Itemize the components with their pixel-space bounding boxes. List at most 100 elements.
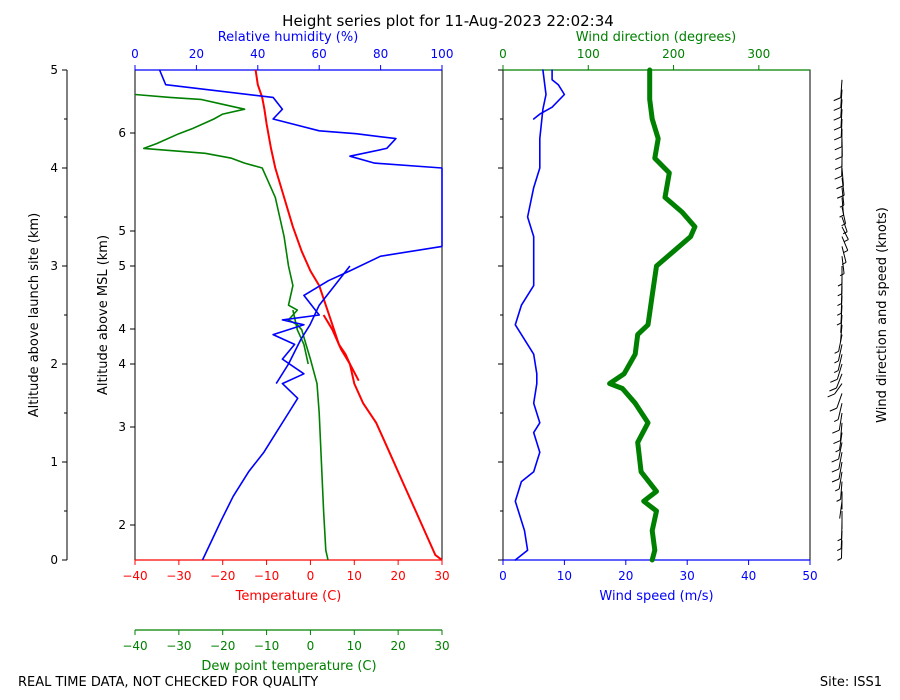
wind-direction-tick-label: 100 bbox=[577, 47, 600, 61]
launch-altitude-tick-label: 1 bbox=[50, 455, 58, 469]
wind-barb-half-feather bbox=[839, 214, 844, 218]
msl-altitude-tick-label: 5 bbox=[118, 224, 126, 238]
dewpoint-axis-label: Dew point temperature (C) bbox=[201, 659, 376, 674]
wind-barb-half-feather bbox=[834, 360, 839, 364]
wind-barb-staff bbox=[841, 236, 849, 251]
wind-barb-half-feather bbox=[841, 262, 847, 265]
wind-barb-half-feather bbox=[835, 449, 840, 453]
dew-point-temperature-descent-line bbox=[292, 309, 309, 365]
wind-speed-descent-line bbox=[532, 69, 566, 120]
temperature-tick-label: −40 bbox=[122, 569, 147, 583]
dew-point-temperature-line bbox=[134, 93, 329, 561]
wind-barb-staff bbox=[841, 256, 845, 274]
temperature-tick-label: 0 bbox=[307, 569, 315, 583]
wind-barb-half-feather bbox=[839, 204, 845, 208]
launch-altitude-tick-label: 4 bbox=[50, 161, 58, 175]
dewpoint-tick-label: −10 bbox=[254, 639, 279, 653]
wind-barb-half-feather bbox=[843, 249, 849, 253]
wind-barb-half-feather bbox=[836, 312, 842, 316]
msl-altitude-tick-label: 4 bbox=[118, 322, 126, 336]
thermo-panel: 0 1 2 3 4 5 Altitude above launch site (km) 2 3 4… bbox=[27, 30, 453, 674]
wind-speed-axis-label: Wind speed (m/s) bbox=[599, 589, 713, 604]
temperature-tick-label: −10 bbox=[254, 569, 279, 583]
relative-humidity-descent-line bbox=[275, 265, 351, 385]
wind-barb-staff bbox=[838, 452, 843, 470]
msl-altitude-tick-label: 6 bbox=[118, 126, 126, 140]
wind-barb-staff bbox=[834, 383, 843, 395]
dewpoint-tick-label: 0 bbox=[307, 639, 315, 653]
thermo-frame bbox=[134, 69, 443, 561]
humidity-tick-label: 0 bbox=[131, 47, 139, 61]
wind-barb-half-feather bbox=[836, 548, 842, 551]
dewpoint-tick-label: 10 bbox=[347, 639, 362, 653]
wind-barb-feather bbox=[829, 407, 838, 412]
msl-altitude-tick-label: 4 bbox=[118, 357, 126, 371]
wind-barb-feather bbox=[834, 136, 842, 141]
wind-barb-staff bbox=[837, 344, 843, 362]
wind-barb-feather bbox=[827, 393, 835, 398]
wind-barb-feather bbox=[833, 97, 841, 102]
temperature-tick-label: 30 bbox=[434, 569, 449, 583]
wind-direction-axis-label: Wind direction (degrees) bbox=[576, 30, 736, 45]
wind-barb-half-feather bbox=[842, 231, 848, 235]
wind-barb-staff bbox=[841, 207, 847, 224]
launch-altitude-tick-label: 5 bbox=[50, 63, 58, 77]
dewpoint-tick-label: −20 bbox=[210, 639, 235, 653]
wind-speed-line bbox=[514, 69, 547, 561]
temperature-tick-label: 10 bbox=[347, 569, 362, 583]
wind-barb-feather bbox=[831, 478, 840, 483]
wind-barb-feather bbox=[829, 387, 837, 392]
msl-altitude-tick-label: 5 bbox=[118, 259, 126, 273]
wind-barb-staff bbox=[840, 314, 843, 333]
wind-barb-half-feather bbox=[834, 350, 839, 354]
wind-direction-tick-label: 300 bbox=[747, 47, 770, 61]
wind-barb-staff bbox=[840, 99, 843, 118]
wind-barb-feather bbox=[833, 440, 841, 444]
wind-barb-half-feather bbox=[839, 273, 845, 277]
wind-direction-tick-label: 200 bbox=[662, 47, 685, 61]
wind-barb-staff bbox=[840, 481, 843, 500]
temperature-tick-label: −20 bbox=[210, 569, 235, 583]
wind-barb-half-feather bbox=[834, 488, 840, 492]
launch-altitude-axis-label: Altitude above launch site (km) bbox=[27, 213, 42, 417]
humidity-tick-label: 60 bbox=[312, 47, 327, 61]
wind-barb-feather bbox=[831, 468, 840, 473]
wind-barb-staff bbox=[841, 246, 847, 263]
wind-barb-half-feather bbox=[836, 498, 841, 502]
wind-barb-staff bbox=[840, 118, 843, 137]
wind-barb-staff bbox=[837, 403, 843, 420]
wind-speed-tick-label: 0 bbox=[499, 569, 507, 583]
wind-barb-staff bbox=[839, 324, 843, 343]
relative-humidity-line bbox=[158, 69, 443, 561]
wind-barb-feather bbox=[831, 458, 839, 463]
temperature-tick-label: 20 bbox=[391, 569, 406, 583]
wind-speed-tick-label: 50 bbox=[802, 569, 817, 583]
wind-barb-staff bbox=[838, 412, 843, 431]
humidity-tick-label: 100 bbox=[431, 47, 454, 61]
temperature-descent-line bbox=[322, 314, 360, 382]
wind-barb-staff bbox=[835, 373, 843, 389]
dewpoint-tick-label: −40 bbox=[122, 639, 147, 653]
footer-site-text: Site: ISS1 bbox=[820, 675, 882, 690]
wind-barb-staff bbox=[841, 187, 845, 206]
figure-title: Height series plot for 11-Aug-2023 22:02… bbox=[282, 12, 614, 30]
wind-barb-feather bbox=[830, 378, 838, 383]
wind-barb-half-feather bbox=[833, 370, 839, 373]
wind-barb-staff bbox=[836, 393, 843, 409]
humidity-tick-label: 40 bbox=[250, 47, 265, 61]
wind-barbs-axis-label: Wind direction and speed (knots) bbox=[875, 207, 890, 423]
humidity-tick-label: 20 bbox=[189, 47, 204, 61]
wind-barb-staff bbox=[837, 354, 843, 371]
wind-barb-feather bbox=[836, 185, 844, 190]
wind-barb-staff bbox=[838, 471, 843, 489]
wind-barb-staff bbox=[841, 177, 845, 196]
wind-barb-feather bbox=[835, 156, 843, 161]
wind-barb-feather bbox=[833, 106, 841, 111]
launch-altitude-tick-label: 3 bbox=[50, 259, 58, 273]
wind-barb-half-feather bbox=[844, 239, 849, 242]
wind-barb-feather bbox=[833, 116, 841, 121]
wind-barb-feather bbox=[832, 429, 840, 434]
wind-barb-feather bbox=[834, 165, 843, 170]
wind-barb-staff bbox=[838, 442, 843, 460]
